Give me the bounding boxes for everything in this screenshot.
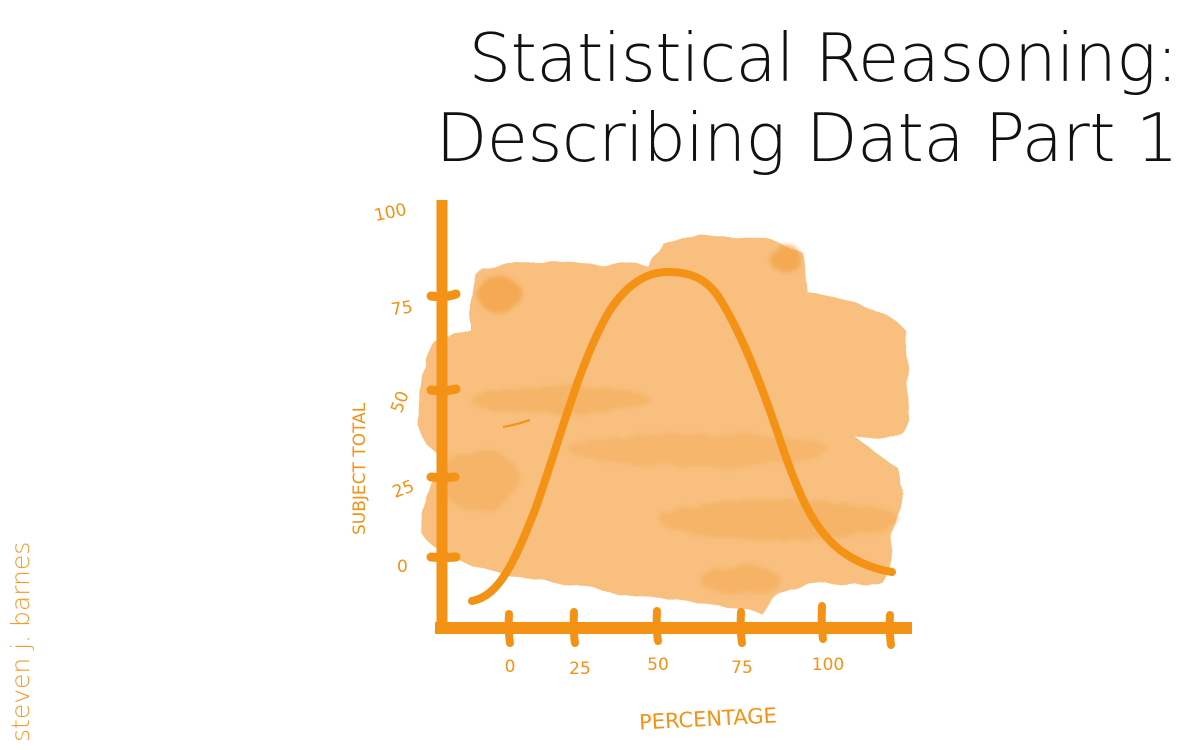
x-tick-100: 100 [812,655,844,675]
y-axis [426,200,461,632]
x-tick-75: 75 [731,658,753,678]
brush-mark [502,419,531,428]
y-tick-25: 25 [390,477,417,503]
x-tick-0: 0 [505,657,516,677]
title-line-1: Statistical Reasoning: [468,19,1179,97]
title-line-2: Describing Data Part 1 [435,99,1179,177]
y-tick-labels: 100 75 50 25 0 [372,200,417,577]
watercolor-blotches [440,244,900,594]
y-tick-0: 0 [397,557,408,577]
x-axis-label: PERCENTAGE [638,703,777,734]
x-tick-labels: 0 25 50 75 100 [505,655,845,679]
slide-title: Statistical Reasoning: Describing Data P… [435,18,1179,178]
x-tick-25: 25 [569,659,591,679]
x-axis [435,602,912,649]
x-tick-50: 50 [647,655,669,675]
bell-curve-line [468,267,896,605]
y-tick-75: 75 [390,297,414,320]
y-tick-100: 100 [372,200,408,226]
y-axis-label: SUBJECT TOTAL [350,402,370,535]
y-tick-50: 50 [387,389,413,416]
